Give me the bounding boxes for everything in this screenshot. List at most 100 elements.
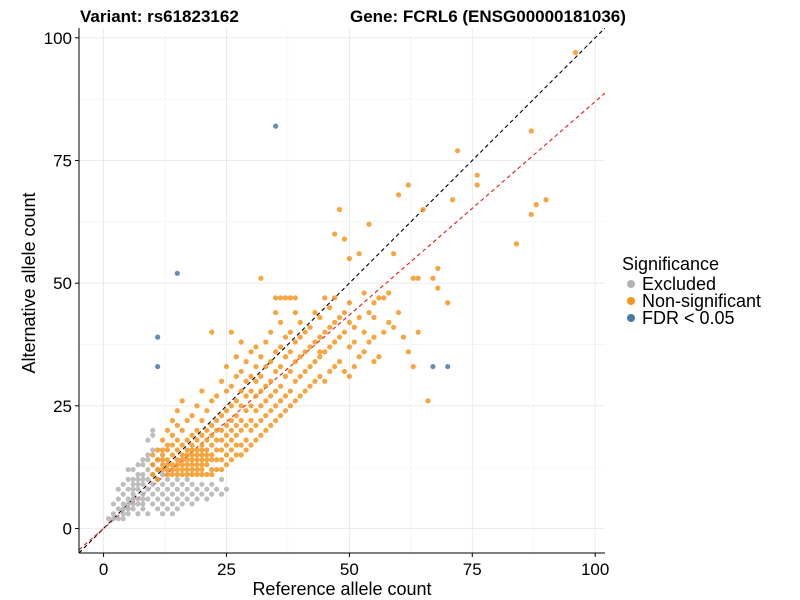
point-non-significant (287, 388, 293, 394)
point-non-significant (150, 462, 156, 468)
point-non-significant (223, 388, 230, 394)
legend-key-fdr-0-05 (627, 314, 635, 322)
data-points (105, 49, 579, 522)
point-non-significant (322, 378, 328, 384)
point-non-significant (184, 466, 190, 473)
point-excluded (184, 496, 190, 502)
point-non-significant (297, 319, 303, 325)
reference-lines (79, 28, 605, 553)
point-non-significant (273, 417, 279, 424)
point-non-significant (268, 359, 274, 365)
point-excluded (135, 511, 141, 517)
point-excluded (159, 501, 166, 507)
point-excluded (155, 506, 161, 512)
legend-label-non-significant: Non-significant (642, 291, 761, 311)
point-non-significant (292, 295, 298, 301)
point-non-significant (361, 290, 367, 296)
point-excluded (164, 476, 171, 483)
point-non-significant (371, 300, 377, 306)
point-non-significant (454, 148, 461, 154)
point-non-significant (179, 471, 185, 478)
point-excluded (120, 501, 126, 507)
point-non-significant (189, 442, 195, 448)
point-excluded (174, 496, 180, 502)
point-excluded (135, 476, 141, 483)
point-excluded (179, 491, 185, 497)
point-excluded (135, 462, 141, 468)
point-excluded (120, 511, 126, 517)
x-tick-label: 25 (217, 560, 236, 579)
point-non-significant (150, 471, 156, 478)
point-non-significant (169, 432, 176, 438)
point-excluded (130, 496, 136, 502)
point-non-significant (287, 349, 293, 355)
point-excluded (159, 511, 166, 517)
point-excluded (199, 481, 205, 487)
point-non-significant (415, 329, 421, 335)
point-excluded (145, 511, 151, 517)
point-non-significant (243, 378, 249, 384)
point-non-significant (189, 413, 195, 419)
point-excluded (130, 501, 136, 507)
point-non-significant (209, 398, 215, 404)
point-non-significant (169, 462, 176, 468)
point-excluded (145, 466, 151, 473)
point-non-significant (184, 437, 190, 443)
point-non-significant (199, 417, 205, 424)
y-tick-label: 25 (53, 397, 72, 416)
point-non-significant (332, 295, 338, 301)
point-excluded (140, 491, 146, 497)
point-non-significant (317, 314, 323, 321)
point-non-significant (336, 206, 343, 213)
point-non-significant (218, 413, 225, 419)
point-non-significant (341, 309, 348, 316)
point-excluded (125, 511, 131, 517)
point-non-significant (332, 319, 338, 325)
point-non-significant (194, 457, 200, 463)
point-non-significant (297, 354, 303, 360)
point-non-significant (258, 388, 264, 394)
point-non-significant (209, 432, 215, 438)
point-excluded (145, 496, 151, 502)
point-excluded (140, 506, 146, 512)
point-non-significant (292, 378, 298, 384)
point-non-significant (243, 437, 249, 443)
point-non-significant (292, 309, 298, 316)
point-non-significant (346, 256, 352, 262)
legend-label-fdr-0-05: FDR < 0.05 (642, 308, 735, 328)
point-non-significant (243, 408, 249, 414)
point-non-significant (204, 452, 210, 458)
point-excluded (140, 471, 146, 478)
point-non-significant (297, 393, 303, 399)
point-excluded (174, 506, 180, 512)
point-non-significant (381, 329, 387, 335)
point-excluded (115, 516, 121, 522)
y-axis-title: Alternative allele count (19, 192, 39, 373)
point-non-significant (287, 403, 293, 409)
point-non-significant (243, 447, 249, 453)
point-non-significant (159, 452, 166, 458)
point-non-significant (164, 462, 171, 468)
point-non-significant (282, 408, 289, 414)
point-excluded (184, 476, 190, 483)
point-non-significant (322, 295, 328, 301)
point-excluded (184, 486, 190, 492)
point-non-significant (307, 344, 313, 350)
point-non-significant (209, 442, 215, 448)
point-non-significant (189, 466, 195, 473)
point-non-significant (155, 466, 161, 473)
point-non-significant (209, 329, 215, 335)
point-non-significant (386, 290, 392, 296)
point-non-significant (164, 471, 171, 478)
point-non-significant (253, 437, 259, 443)
point-non-significant (273, 368, 279, 375)
point-non-significant (381, 295, 387, 301)
point-non-significant (189, 471, 195, 478)
point-non-significant (150, 452, 156, 458)
point-non-significant (263, 398, 269, 404)
point-non-significant (209, 471, 215, 478)
point-non-significant (287, 329, 293, 335)
point-non-significant (169, 452, 176, 458)
point-excluded (204, 496, 210, 502)
